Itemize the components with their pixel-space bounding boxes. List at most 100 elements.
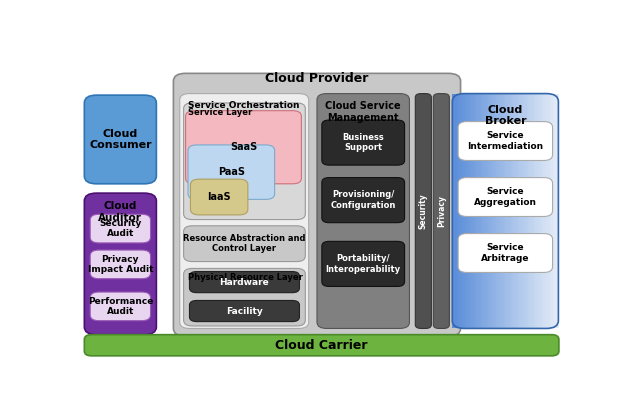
Text: Service Layer: Service Layer (188, 108, 252, 117)
Bar (519, 94, 522, 328)
Bar (477, 94, 479, 328)
Bar (555, 94, 557, 328)
FancyBboxPatch shape (90, 250, 151, 279)
FancyBboxPatch shape (180, 94, 309, 328)
Bar (509, 94, 511, 328)
FancyBboxPatch shape (84, 95, 156, 184)
Bar (550, 94, 552, 328)
Bar (463, 94, 465, 328)
Bar (489, 94, 492, 328)
Text: Physical Resource Layer: Physical Resource Layer (188, 273, 303, 282)
FancyBboxPatch shape (458, 122, 553, 160)
Text: IaaS: IaaS (207, 192, 231, 202)
Text: PaaS: PaaS (218, 167, 245, 177)
Text: Provisioning/
Configuration: Provisioning/ Configuration (330, 190, 396, 210)
Text: Security: Security (419, 193, 428, 229)
FancyBboxPatch shape (173, 74, 460, 336)
Bar (498, 94, 501, 328)
Bar (511, 94, 513, 328)
Bar (516, 94, 518, 328)
Bar (459, 94, 462, 328)
Text: Cloud
Auditor: Cloud Auditor (99, 201, 143, 223)
Bar (517, 94, 520, 328)
Bar (536, 94, 538, 328)
Bar (556, 94, 559, 328)
FancyBboxPatch shape (190, 271, 300, 292)
Bar (461, 94, 463, 328)
Bar (537, 94, 539, 328)
FancyBboxPatch shape (84, 335, 559, 356)
Bar (465, 94, 467, 328)
Bar (530, 94, 533, 328)
Bar (525, 94, 527, 328)
Bar (544, 94, 546, 328)
FancyBboxPatch shape (183, 103, 305, 220)
FancyBboxPatch shape (186, 111, 301, 184)
Bar (512, 94, 515, 328)
Text: Facility: Facility (226, 307, 263, 316)
Text: Business
Support: Business Support (342, 133, 384, 152)
FancyBboxPatch shape (317, 94, 409, 328)
Bar (500, 94, 502, 328)
Bar (521, 94, 524, 328)
Bar (482, 94, 485, 328)
Text: Cloud
Broker: Cloud Broker (485, 105, 526, 126)
FancyBboxPatch shape (415, 94, 431, 328)
FancyBboxPatch shape (458, 234, 553, 272)
FancyBboxPatch shape (458, 178, 553, 217)
Bar (452, 94, 455, 328)
Bar (541, 94, 543, 328)
Text: Performance
Audit: Performance Audit (88, 297, 153, 316)
FancyBboxPatch shape (90, 214, 151, 243)
Text: Hardware: Hardware (220, 278, 269, 286)
Bar (553, 94, 555, 328)
Bar (486, 94, 488, 328)
Bar (514, 94, 516, 328)
FancyBboxPatch shape (188, 145, 274, 199)
Text: Resource Abstraction and
Control Layer: Resource Abstraction and Control Layer (183, 234, 306, 253)
Bar (456, 94, 458, 328)
Bar (480, 94, 483, 328)
Text: Service
Intermediation: Service Intermediation (467, 131, 543, 151)
Text: Cloud Provider: Cloud Provider (265, 72, 369, 84)
FancyBboxPatch shape (183, 226, 305, 261)
FancyBboxPatch shape (190, 179, 248, 215)
FancyBboxPatch shape (183, 268, 305, 326)
FancyBboxPatch shape (433, 94, 450, 328)
Bar (548, 94, 550, 328)
Text: Service
Aggregation: Service Aggregation (474, 187, 537, 207)
Bar (506, 94, 507, 328)
FancyBboxPatch shape (322, 120, 404, 165)
Text: Privacy
Impact Audit: Privacy Impact Audit (88, 255, 153, 274)
Bar (534, 94, 536, 328)
Bar (458, 94, 460, 328)
Bar (467, 94, 468, 328)
Bar (484, 94, 486, 328)
Bar (495, 94, 497, 328)
Text: Service
Arbitrage: Service Arbitrage (481, 243, 529, 263)
Text: Security
Audit: Security Audit (99, 219, 141, 238)
Bar (502, 94, 504, 328)
Bar (474, 94, 476, 328)
Bar (546, 94, 548, 328)
Text: Service Orchestration: Service Orchestration (188, 101, 300, 110)
FancyBboxPatch shape (190, 301, 300, 322)
Bar (468, 94, 470, 328)
Bar (493, 94, 495, 328)
Bar (470, 94, 472, 328)
Bar (497, 94, 499, 328)
Bar (532, 94, 534, 328)
Bar (488, 94, 490, 328)
Bar (539, 94, 541, 328)
FancyBboxPatch shape (322, 178, 404, 223)
Text: Portability/
Interoperability: Portability/ Interoperability (326, 254, 401, 274)
Text: SaaS: SaaS (230, 142, 257, 152)
Bar (551, 94, 553, 328)
Bar (526, 94, 529, 328)
Bar (507, 94, 509, 328)
Bar (523, 94, 525, 328)
Bar (479, 94, 481, 328)
Bar (475, 94, 477, 328)
Text: Cloud Carrier: Cloud Carrier (275, 339, 368, 352)
FancyBboxPatch shape (322, 241, 404, 286)
